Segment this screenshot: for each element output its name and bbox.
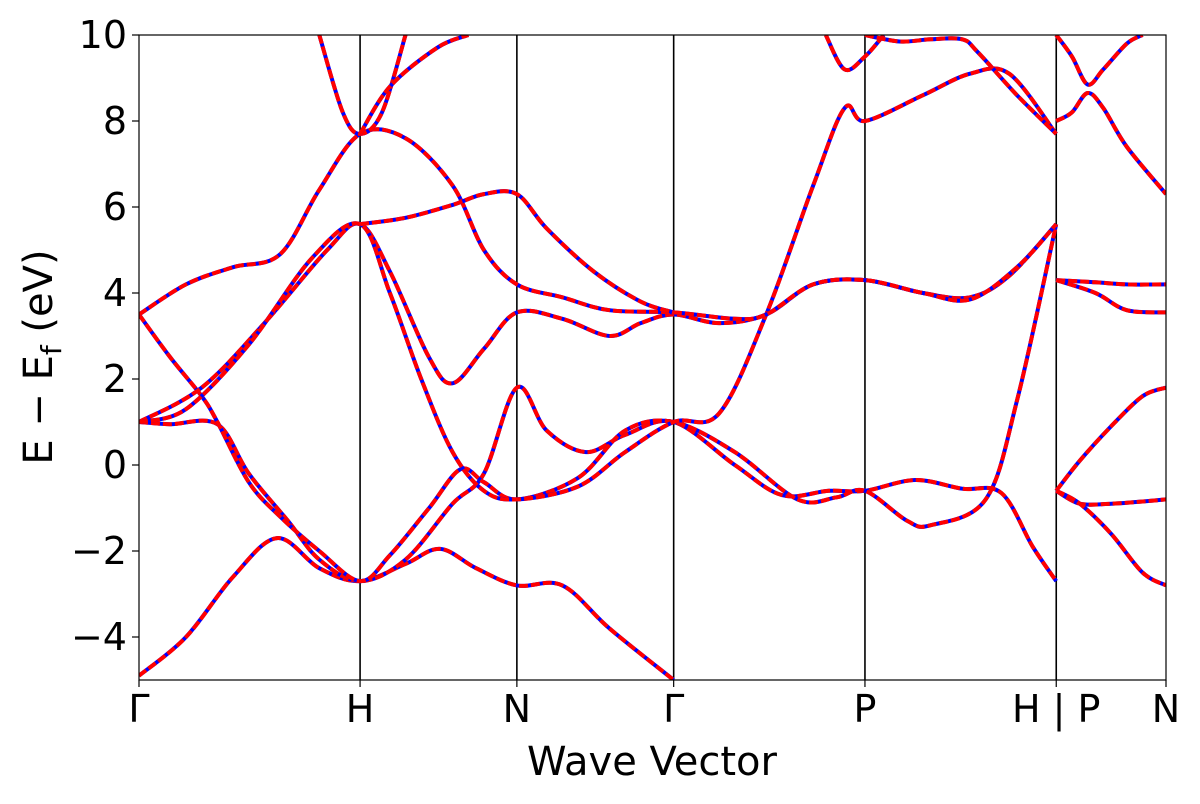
y-tick-label: −4 <box>71 615 127 659</box>
high-symmetry-lines <box>359 35 1058 680</box>
band-6-comparison <box>359 189 675 315</box>
x-tick-label: H | P <box>1012 687 1100 732</box>
x-axis-label: Wave Vector <box>527 739 778 785</box>
band-16-reference <box>1055 90 1166 196</box>
plot-frame <box>138 34 1167 681</box>
band-2-comparison <box>139 223 1059 584</box>
band-lines <box>139 35 1166 680</box>
y-tick-label: 2 <box>103 357 127 401</box>
band-11-reference <box>1054 385 1166 493</box>
band-8-comparison <box>358 35 470 135</box>
y-axis-label-main: E − E <box>16 355 62 465</box>
x-axis-ticks: Γ H N Γ P H | P N <box>128 680 1180 732</box>
band-15-comparison <box>1055 278 1166 315</box>
band-4-reference <box>139 66 1058 502</box>
x-tick-label: P <box>853 687 876 731</box>
band-1-comparison <box>139 384 1058 584</box>
y-tick-label: 6 <box>103 185 127 229</box>
band-17-comparison <box>1054 35 1144 87</box>
y-tick-label: 8 <box>103 99 127 143</box>
band-11-comparison <box>1054 385 1166 493</box>
y-axis-label: E − Ef (eV) <box>16 249 68 464</box>
y-axis-label-unit: (eV) <box>16 249 62 345</box>
band-13-comparison <box>1055 489 1166 588</box>
y-tick-label: −2 <box>71 529 127 573</box>
band-3-comparison <box>139 221 1058 424</box>
x-tick-label: N <box>503 687 531 731</box>
band-9-comparison <box>824 35 886 73</box>
x-tick-label: Γ <box>663 687 684 731</box>
y-axis-label-subscript: f <box>35 344 68 355</box>
band-10-comparison <box>864 35 1058 136</box>
x-tick-label: Γ <box>128 687 149 731</box>
y-axis-ticks: −4 −2 0 2 4 6 8 10 <box>71 13 139 659</box>
y-tick-label: 4 <box>103 271 127 315</box>
band-0-comparison <box>139 536 675 680</box>
x-tick-label: N <box>1152 687 1180 731</box>
band-14-comparison <box>1056 278 1166 287</box>
band-10-reference <box>864 35 1058 136</box>
y-tick-label: 0 <box>103 443 127 487</box>
x-tick-label: H <box>346 687 375 731</box>
band-16-comparison <box>1055 90 1166 196</box>
band-1-reference <box>139 384 1058 584</box>
band-3-reference <box>139 221 1058 424</box>
band-5-comparison <box>139 127 1058 322</box>
band-4-comparison <box>139 66 1058 502</box>
y-tick-label: 10 <box>79 13 127 57</box>
